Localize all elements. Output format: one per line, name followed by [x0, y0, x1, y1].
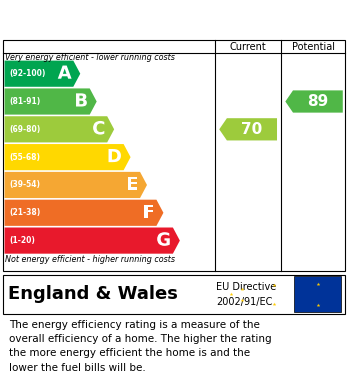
Polygon shape	[5, 200, 164, 226]
Text: Very energy efficient - lower running costs: Very energy efficient - lower running co…	[5, 52, 175, 62]
Polygon shape	[5, 144, 130, 170]
Text: (81-91): (81-91)	[10, 97, 41, 106]
Text: (92-100): (92-100)	[10, 69, 46, 78]
Polygon shape	[219, 118, 277, 140]
Text: (55-68): (55-68)	[10, 152, 41, 161]
Text: Energy Efficiency Rating: Energy Efficiency Rating	[9, 12, 230, 27]
Text: Potential: Potential	[292, 41, 335, 52]
Text: F: F	[142, 204, 155, 222]
Polygon shape	[285, 90, 343, 113]
Text: (69-80): (69-80)	[10, 125, 41, 134]
Text: 89: 89	[307, 94, 329, 109]
Text: C: C	[92, 120, 105, 138]
Text: B: B	[74, 93, 88, 111]
Text: E: E	[126, 176, 138, 194]
Text: Current: Current	[230, 41, 267, 52]
Polygon shape	[5, 172, 147, 198]
Polygon shape	[5, 228, 180, 254]
Text: G: G	[156, 231, 171, 249]
Polygon shape	[5, 116, 114, 142]
FancyBboxPatch shape	[294, 276, 341, 312]
Text: EU Directive: EU Directive	[216, 282, 276, 292]
Polygon shape	[5, 61, 80, 87]
Text: (1-20): (1-20)	[10, 236, 35, 245]
Text: 2002/91/EC: 2002/91/EC	[216, 297, 272, 307]
Text: (39-54): (39-54)	[10, 181, 41, 190]
Text: 70: 70	[241, 122, 263, 137]
Text: D: D	[107, 148, 122, 166]
Text: The energy efficiency rating is a measure of the
overall efficiency of a home. T: The energy efficiency rating is a measur…	[9, 320, 271, 373]
Polygon shape	[5, 88, 97, 115]
Text: (21-38): (21-38)	[10, 208, 41, 217]
Text: A: A	[58, 65, 72, 83]
Text: England & Wales: England & Wales	[8, 285, 177, 303]
Text: Not energy efficient - higher running costs: Not energy efficient - higher running co…	[5, 255, 175, 264]
